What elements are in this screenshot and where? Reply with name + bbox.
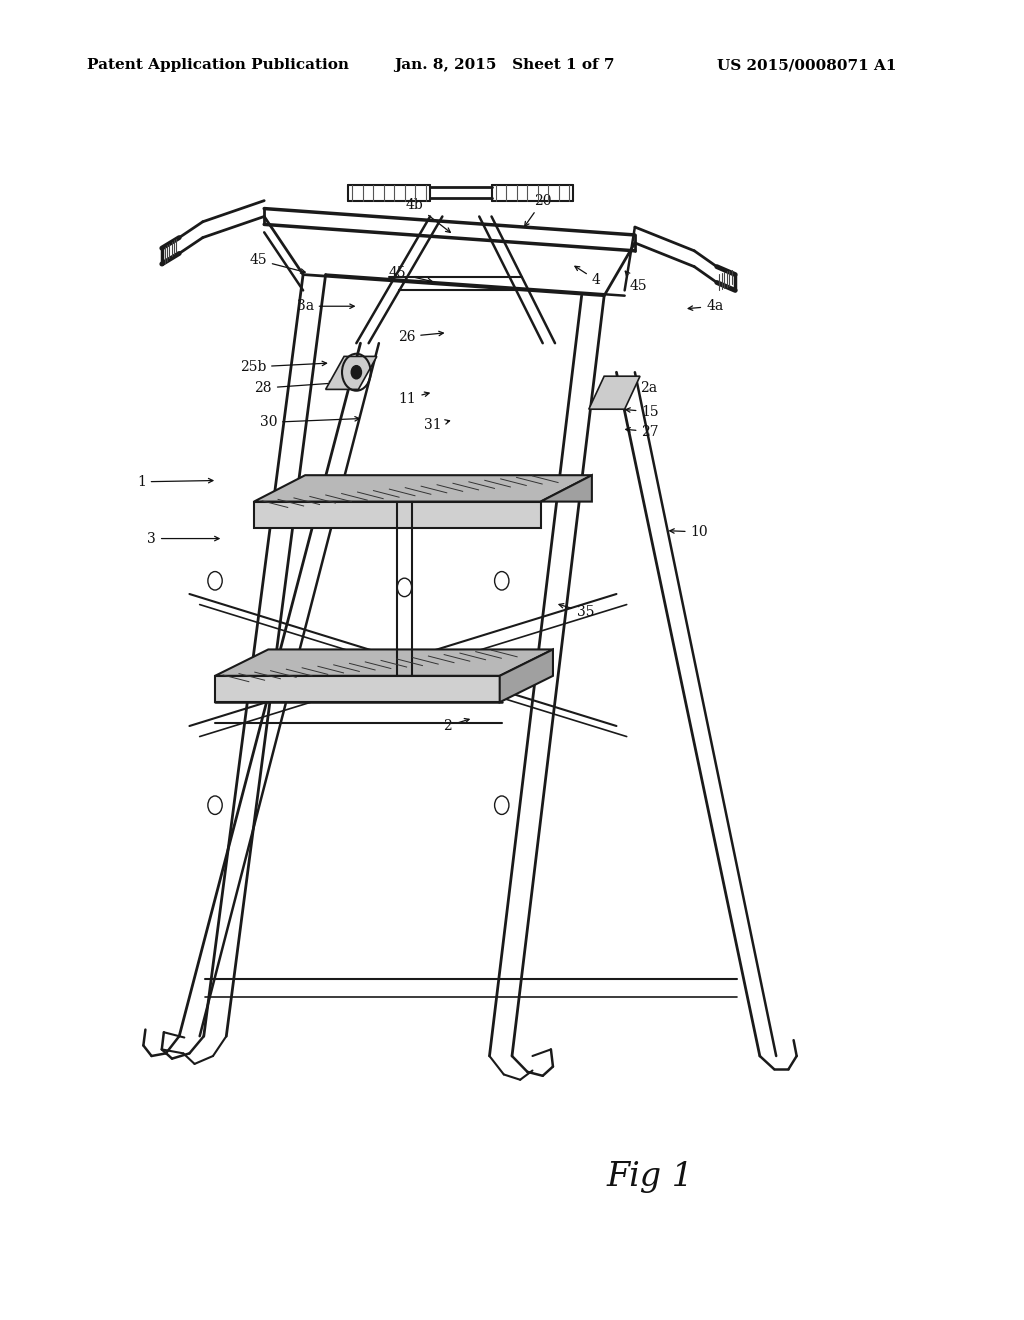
Text: 45: 45 (249, 253, 305, 273)
Text: 35: 35 (559, 603, 595, 619)
Polygon shape (589, 376, 640, 409)
Text: 31: 31 (424, 418, 450, 432)
Text: 27: 27 (626, 425, 659, 438)
Polygon shape (215, 649, 553, 676)
Polygon shape (254, 475, 592, 502)
Text: US 2015/0008071 A1: US 2015/0008071 A1 (717, 58, 896, 73)
Text: 28: 28 (254, 381, 334, 395)
Text: 30: 30 (259, 416, 359, 429)
Text: 45: 45 (626, 271, 647, 293)
Text: 2: 2 (443, 718, 469, 733)
Text: 6: 6 (365, 487, 387, 500)
Text: 4b: 4b (406, 198, 451, 232)
Circle shape (351, 366, 361, 379)
Text: 3: 3 (147, 532, 219, 545)
Text: 25b: 25b (240, 360, 327, 374)
Text: 45: 45 (388, 267, 432, 282)
Text: 1: 1 (137, 475, 213, 488)
Polygon shape (215, 676, 500, 702)
Text: Patent Application Publication: Patent Application Publication (87, 58, 349, 73)
Text: 15: 15 (626, 405, 659, 418)
Text: 26: 26 (397, 330, 443, 343)
Polygon shape (500, 649, 553, 702)
Text: 11: 11 (398, 392, 429, 405)
Text: 4: 4 (574, 267, 600, 286)
Text: Fig 1: Fig 1 (607, 1162, 693, 1193)
Text: 7: 7 (365, 667, 393, 680)
Polygon shape (326, 356, 377, 389)
Text: 10: 10 (670, 525, 709, 539)
Text: 20: 20 (524, 194, 552, 226)
Polygon shape (541, 475, 592, 502)
Text: 4a: 4a (688, 300, 723, 313)
Text: 3a: 3a (297, 300, 354, 313)
Polygon shape (254, 502, 541, 528)
Text: 2a: 2a (626, 381, 656, 395)
Text: Jan. 8, 2015   Sheet 1 of 7: Jan. 8, 2015 Sheet 1 of 7 (394, 58, 614, 73)
